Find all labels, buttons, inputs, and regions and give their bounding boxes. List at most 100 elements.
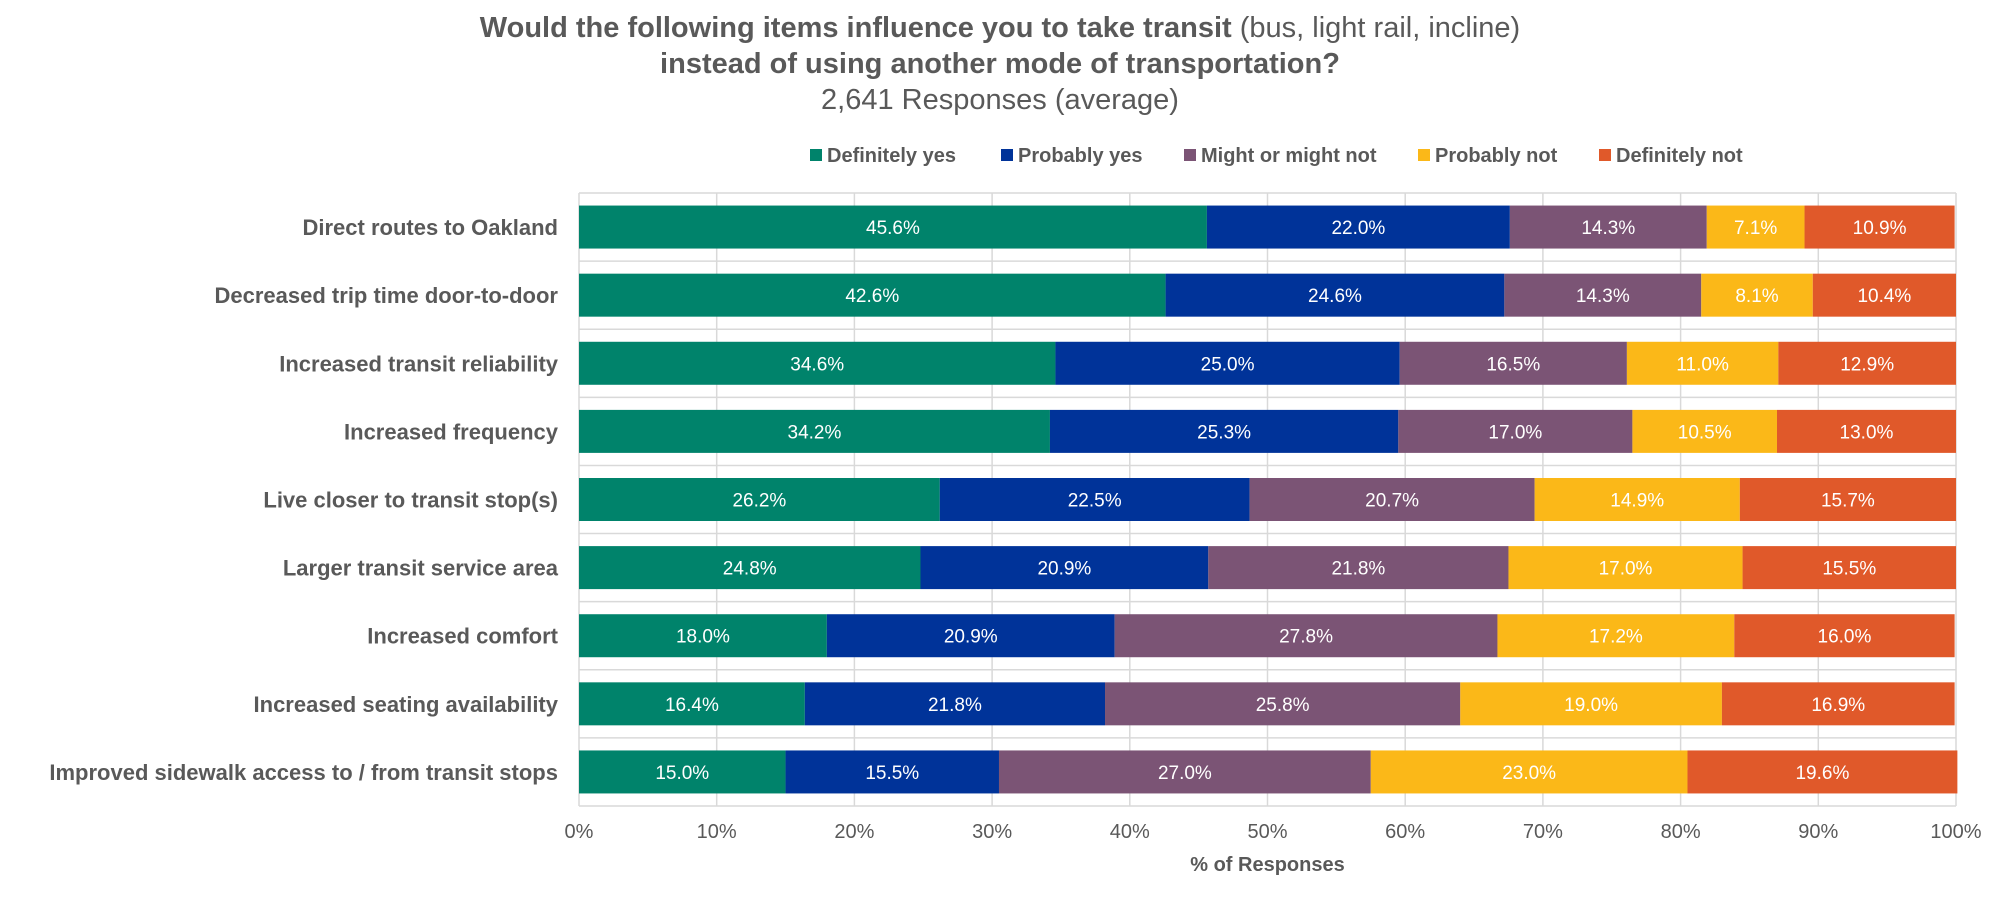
bar-segment: [1812, 273, 1956, 317]
data-label: 17.0%: [1599, 559, 1653, 580]
bar-segment: [1208, 546, 1509, 590]
bar-segment: [1632, 409, 1777, 453]
bars: 45.6% 22.0% 14.3% 7.1% 10.9% 42.6% 24.6% 14.3% 8…: [579, 205, 1958, 794]
data-label: 16.4%: [665, 695, 719, 716]
title-line-2: instead of using another mode of transpo…: [0, 46, 2000, 82]
bar-segment: [1114, 614, 1498, 658]
category-label: Improved sidewalk access to / from trans…: [49, 760, 558, 785]
data-label: 27.0%: [1158, 763, 1212, 784]
bar-segment: [1370, 750, 1688, 794]
data-label: 20.9%: [1037, 559, 1091, 580]
bar-segment: [1534, 478, 1740, 521]
data-label: 24.8%: [723, 559, 777, 580]
bar-segment: [1497, 614, 1735, 658]
bar-segment: [1778, 341, 1956, 385]
data-label: 8.1%: [1735, 286, 1778, 307]
bar-segment: [579, 614, 827, 658]
bar-segment: [579, 273, 1166, 317]
x-tick-label: 30%: [972, 821, 1012, 843]
data-label: 21.8%: [1331, 559, 1385, 580]
legend-swatch: [1418, 149, 1430, 161]
x-tick-label: 80%: [1661, 821, 1701, 843]
data-label: 24.6%: [1308, 286, 1362, 307]
bar-segment: [1398, 409, 1633, 453]
data-label: 22.5%: [1068, 491, 1122, 512]
data-label: 16.5%: [1486, 354, 1540, 375]
bar-segment: [579, 205, 1207, 249]
legend-swatch: [1599, 149, 1611, 161]
data-label: 18.0%: [676, 627, 730, 648]
data-label: 15.7%: [1821, 491, 1875, 512]
title-line-2-text: instead of using another mode of transpo…: [660, 48, 1340, 80]
legend-label: Definitely not: [1616, 145, 1743, 167]
legend-label: Might or might not: [1201, 145, 1377, 167]
data-label: 15.5%: [865, 763, 919, 784]
bar-segment: [1055, 341, 1400, 385]
chart-title: Would the following items influence you …: [0, 10, 2000, 118]
data-label: 10.9%: [1853, 218, 1907, 239]
data-label: 20.7%: [1365, 491, 1419, 512]
bar-segment: [826, 614, 1115, 658]
bar-segment: [1626, 341, 1779, 385]
bar-segment: [1687, 750, 1958, 794]
x-tick-label: 60%: [1385, 821, 1425, 843]
data-label: 25.0%: [1201, 354, 1255, 375]
bar-segment: [1734, 614, 1955, 658]
data-label: 14.3%: [1576, 286, 1630, 307]
bar-segment: [1049, 409, 1399, 453]
bar-segment: [1206, 205, 1510, 249]
chart-subtitle: 2,641 Responses (average): [821, 84, 1179, 116]
x-tick-label: 100%: [1930, 821, 1981, 843]
bar-segment: [804, 682, 1106, 726]
legend-label: Definitely yes: [827, 145, 956, 167]
data-label: 10.5%: [1678, 422, 1732, 443]
data-label: 45.6%: [866, 218, 920, 239]
data-label: 34.2%: [788, 422, 842, 443]
bar-segment: [1804, 205, 1955, 249]
legend-swatch: [1184, 149, 1196, 161]
legend-label: Probably not: [1435, 145, 1558, 167]
x-axis-ticks: 0% 10% 20% 30% 40% 50% 60% 70% 80% 90% 100%: [565, 821, 1982, 843]
category-label: Increased frequency: [344, 419, 559, 444]
data-label: 14.3%: [1581, 218, 1635, 239]
bar-segment: [1508, 546, 1743, 590]
bar-segment: [579, 682, 805, 726]
bar-segment: [998, 750, 1371, 794]
data-label: 19.0%: [1564, 695, 1618, 716]
data-label: 26.2%: [732, 491, 786, 512]
data-label: 14.9%: [1610, 491, 1664, 512]
data-label: 17.0%: [1488, 422, 1542, 443]
x-tick-label: 70%: [1523, 821, 1563, 843]
data-label: 20.9%: [944, 627, 998, 648]
bar-segment: [1721, 682, 1955, 726]
data-label: 27.8%: [1279, 627, 1333, 648]
bar-segment: [579, 341, 1056, 385]
data-label: 12.9%: [1840, 354, 1894, 375]
bar-segment: [579, 478, 940, 521]
x-tick-label: 50%: [1247, 821, 1287, 843]
data-label: 23.0%: [1502, 763, 1556, 784]
category-label: Increased seating availability: [254, 692, 559, 717]
data-label: 11.0%: [1676, 354, 1729, 375]
category-label: Increased transit reliability: [279, 351, 559, 376]
bar-segment: [920, 546, 1209, 590]
legend-swatch: [1001, 149, 1013, 161]
x-tick-label: 10%: [697, 821, 737, 843]
data-label: 15.5%: [1822, 559, 1876, 580]
bar-segment: [579, 546, 921, 590]
data-label: 13.0%: [1840, 422, 1894, 443]
data-label: 17.2%: [1589, 627, 1643, 648]
data-label: 21.8%: [928, 695, 982, 716]
category-label: Decreased trip time door-to-door: [215, 283, 559, 308]
x-tick-label: 90%: [1798, 821, 1838, 843]
data-label: 16.0%: [1818, 627, 1872, 648]
bar-segment: [1701, 273, 1813, 317]
data-label: 34.6%: [790, 354, 844, 375]
data-label: 25.3%: [1197, 422, 1251, 443]
bar-segment: [1249, 478, 1535, 521]
bar-segment: [1509, 205, 1707, 249]
category-label: Larger transit service area: [283, 556, 559, 581]
category-label: Increased comfort: [367, 624, 558, 649]
data-label: 25.8%: [1256, 695, 1310, 716]
